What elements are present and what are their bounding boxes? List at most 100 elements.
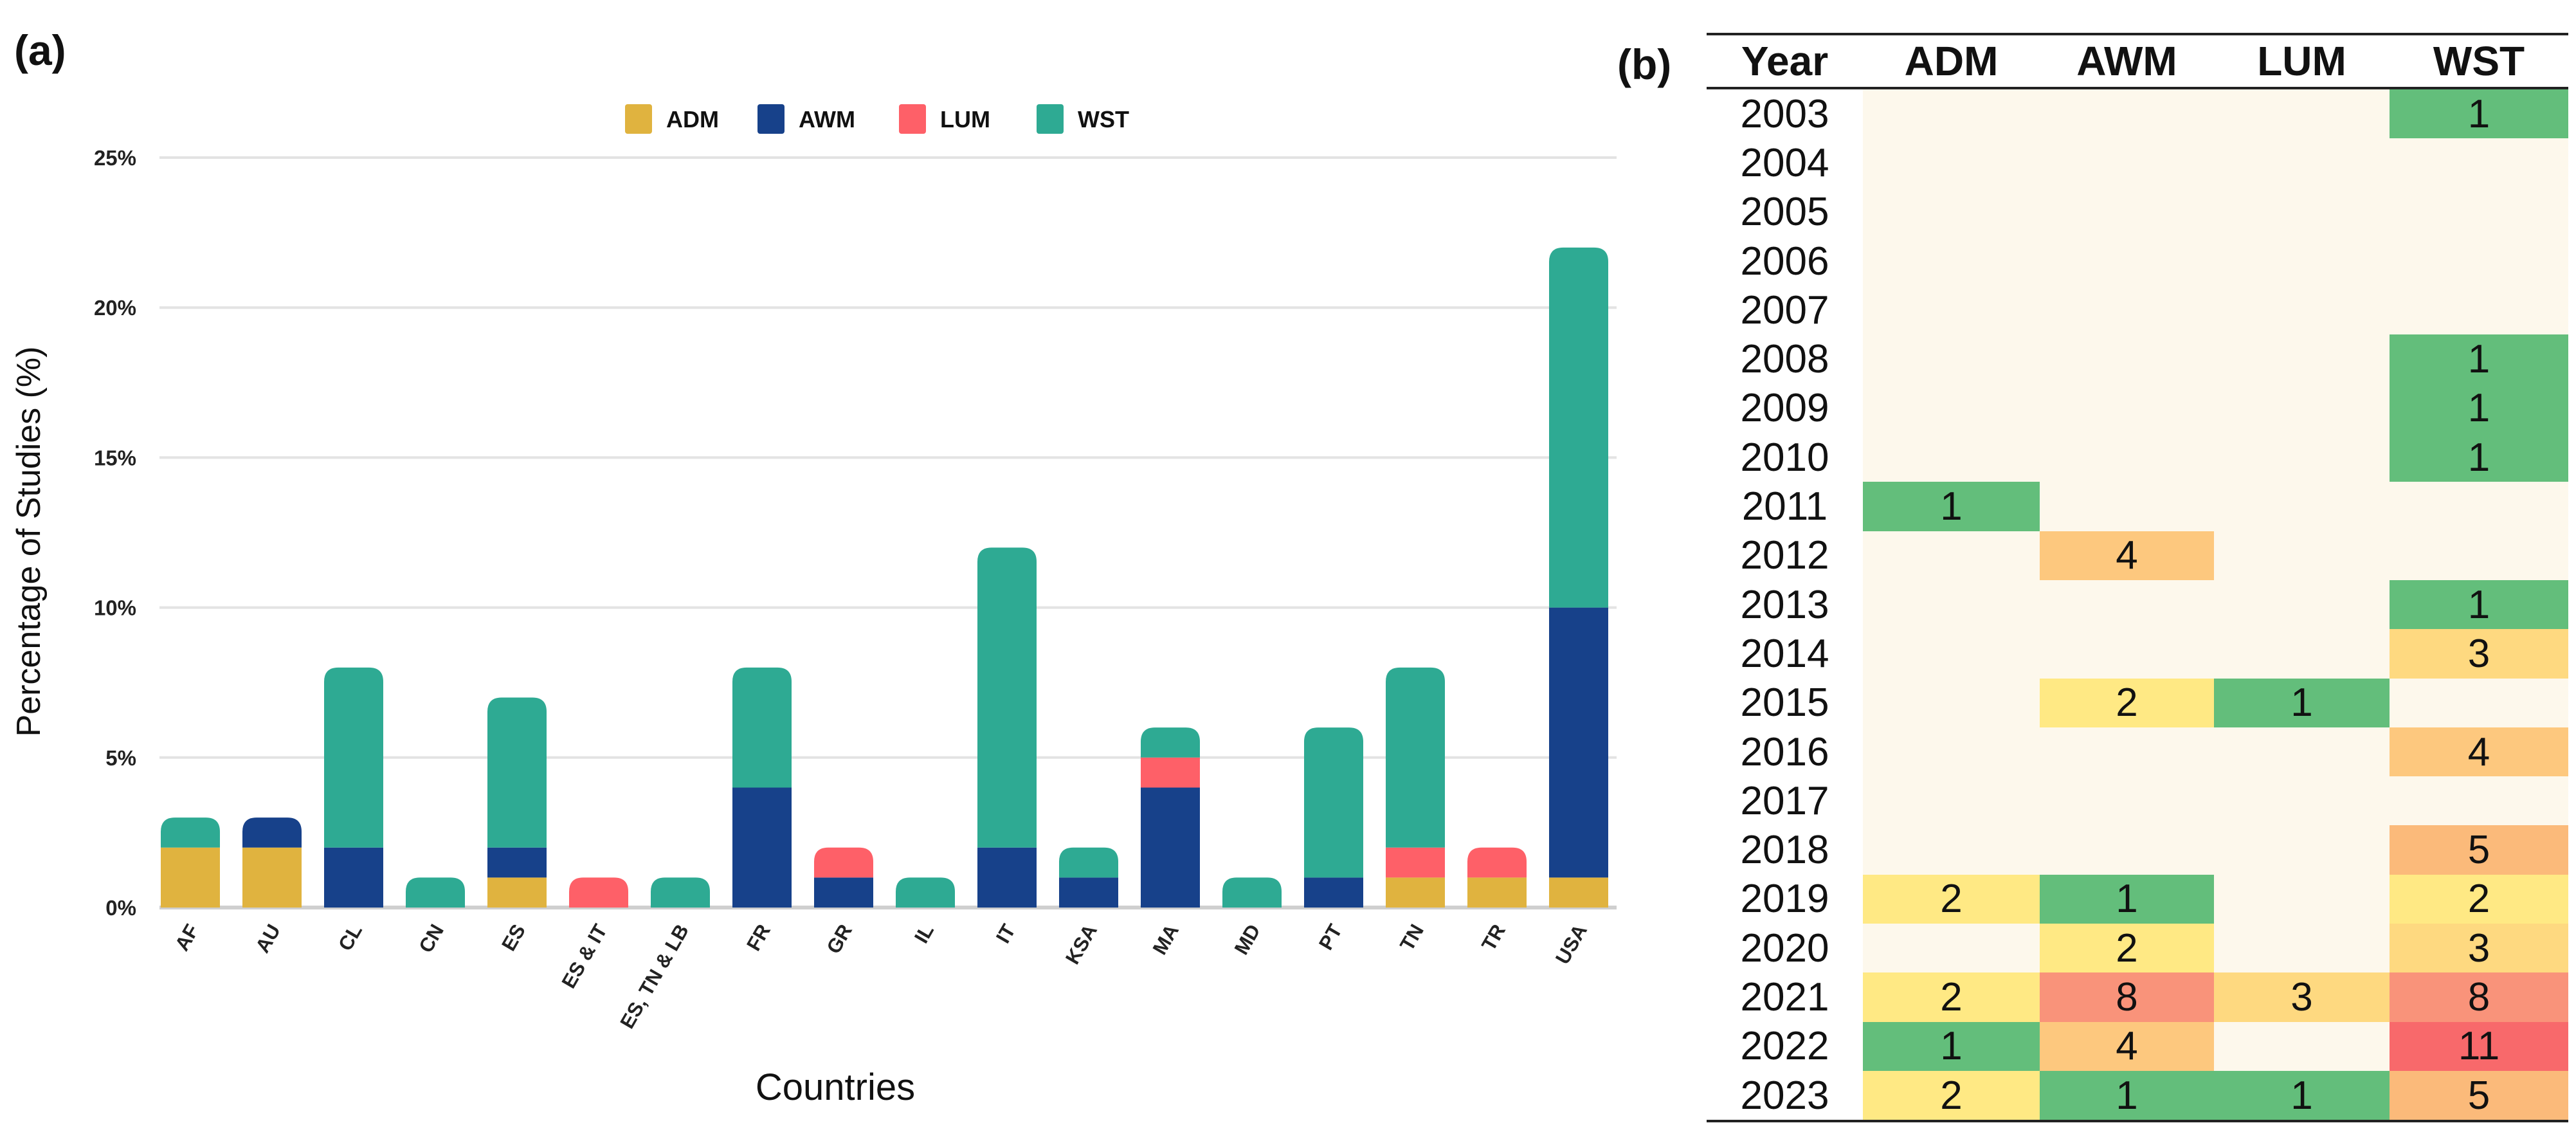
x-tick-label: GR (822, 920, 857, 958)
table-row: 2003 1 (1707, 89, 2568, 139)
table-row: 2021 2 8 3 8 (1707, 972, 2568, 1022)
heat-cell: 1 (2390, 89, 2568, 139)
x-tick-label: CN (414, 920, 448, 956)
year-cell: 2003 (1740, 91, 1829, 136)
y-tick-label: 20% (94, 296, 136, 320)
heat-cell (2040, 580, 2214, 630)
bar-segment-adm (161, 847, 220, 908)
year-cell: 2010 (1740, 435, 1829, 480)
year-cell: 2019 (1740, 877, 1829, 922)
table-row: 2018 5 (1707, 825, 2568, 875)
heat-cell (2214, 874, 2390, 924)
column-header: Year (1741, 38, 1829, 84)
x-tick-label: TN (1395, 920, 1428, 954)
bar-segment-awm (242, 817, 302, 848)
heat-cell: 2 (1863, 874, 2040, 924)
year-cell: 2005 (1740, 190, 1829, 235)
year-cell: 2013 (1740, 582, 1829, 627)
legend-label: AWM (799, 106, 855, 132)
legend: ADM AWM LUM WST (625, 104, 1129, 134)
y-axis-label: Percentage of Studies (%) (10, 347, 48, 737)
legend-label: ADM (666, 106, 719, 132)
x-tick-label: PT (1314, 920, 1347, 954)
column-header: ADM (1904, 38, 1999, 84)
year-cell: 2015 (1740, 680, 1829, 726)
heat-cell: 1 (2040, 874, 2214, 924)
heat-cell (1863, 236, 2040, 286)
bar-segment-wst (977, 547, 1037, 848)
heat-cell (2214, 138, 2390, 188)
heat-cell (2040, 187, 2214, 237)
table-row: 2009 1 (1707, 383, 2568, 434)
bar-segment-wst (732, 667, 792, 788)
x-tick-label: MD (1230, 920, 1265, 958)
heat-cell (2214, 727, 2390, 777)
y-tick-label: 15% (94, 446, 136, 470)
year-cell: 2014 (1740, 631, 1829, 676)
heat-cell (2040, 286, 2214, 335)
x-tick-label: AF (170, 920, 203, 954)
heat-cell: 1 (2390, 580, 2568, 630)
panel-b-label: (b) (1617, 41, 1672, 88)
table-row: 2008 1 (1707, 334, 2568, 384)
heat-cell: 1 (2390, 433, 2568, 482)
heat-cell (2214, 924, 2390, 973)
bar-segment-wst (487, 697, 547, 848)
heat-cell: 1 (1863, 482, 2040, 531)
y-tick-label: 10% (94, 596, 136, 620)
heat-cell (2040, 629, 2214, 679)
heat-cell (2214, 531, 2390, 580)
heat-cell (2214, 1021, 2390, 1071)
heat-cell: 3 (2390, 629, 2568, 679)
heat-cell (2390, 482, 2568, 531)
bar-segment-adm (1386, 877, 1445, 908)
panel-a-label: (a) (14, 26, 66, 74)
x-tick-label: KSA (1061, 920, 1102, 968)
heat-cell (2214, 580, 2390, 630)
legend-label: WST (1078, 106, 1129, 132)
heat-cell: 5 (2390, 1070, 2568, 1120)
year-cell: 2012 (1740, 533, 1829, 578)
heat-cell (2040, 334, 2214, 384)
heat-cell: 1 (2390, 334, 2568, 384)
bar-segment-lum (1467, 847, 1527, 878)
table-row: 2014 3 (1707, 629, 2568, 679)
heat-cell (2040, 727, 2214, 777)
heat-cell: 2 (1863, 972, 2040, 1022)
heat-cell (2214, 825, 2390, 875)
heat-cell (2214, 334, 2390, 384)
table-row: 2004 (1707, 138, 2568, 188)
heat-cell (2214, 629, 2390, 679)
bar-segment-awm (1549, 607, 1608, 878)
year-cell: 2016 (1740, 729, 1829, 774)
heat-cell: 2 (2040, 678, 2214, 727)
bar-segment-awm (1304, 877, 1363, 908)
heat-cell (1863, 678, 2040, 727)
heat-cell: 2 (2040, 924, 2214, 973)
heat-cell (2040, 825, 2214, 875)
heat-cell: 1 (1863, 1021, 2040, 1071)
table-row: 2020 2 3 (1707, 924, 2568, 973)
bar-segment-wst (1222, 877, 1282, 908)
bar-segment-wst (1386, 667, 1445, 848)
bar-segment-lum (814, 847, 873, 878)
x-tick-label: TR (1477, 920, 1510, 954)
heat-cell (2390, 236, 2568, 286)
heat-cell (2214, 236, 2390, 286)
gridlines (159, 156, 1617, 909)
heat-cell (1863, 433, 2040, 482)
year-cell: 2006 (1740, 239, 1829, 284)
heat-cell (1863, 138, 2040, 188)
bar-segment-wst (1141, 727, 1200, 758)
bar-segment-lum (569, 877, 628, 908)
heat-cell (1863, 825, 2040, 875)
table-row: 2023 2 1 1 5 (1707, 1070, 2568, 1120)
table-row: 2016 4 (1707, 727, 2568, 777)
heat-cell (2214, 383, 2390, 434)
year-cell: 2017 (1740, 778, 1829, 823)
year-cell: 2023 (1740, 1073, 1829, 1118)
table-row: 2005 (1707, 187, 2568, 237)
bar-segment-wst (1549, 247, 1608, 608)
year-cell: 2004 (1740, 140, 1829, 185)
